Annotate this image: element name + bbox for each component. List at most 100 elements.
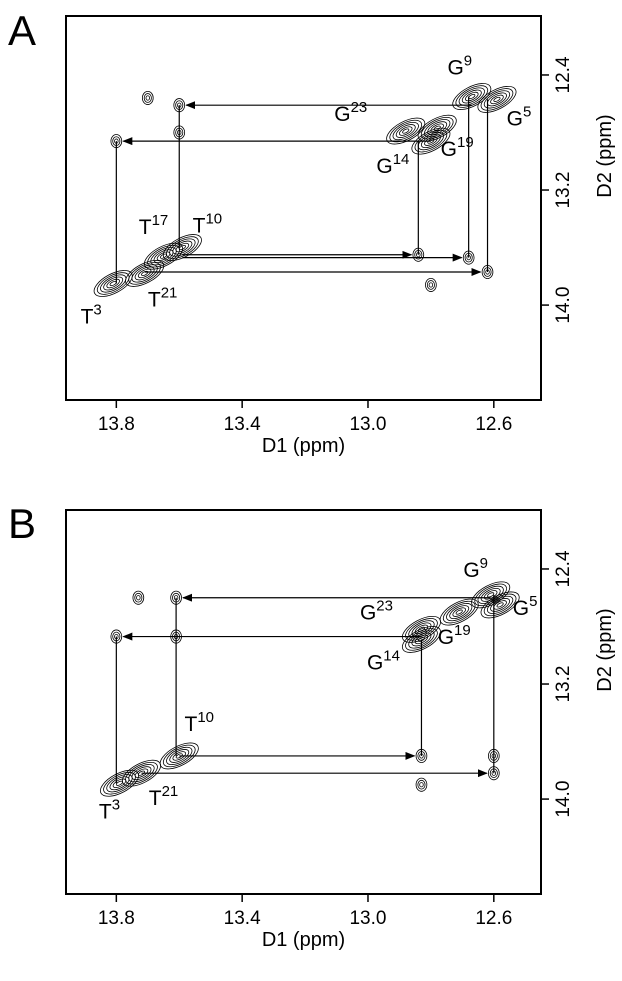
y-axis-label: D2 (ppm): [594, 114, 616, 197]
contour-line: [488, 748, 500, 763]
peak-label: G23: [334, 99, 367, 126]
peak-label-sup: 17: [152, 212, 169, 229]
peak-label: T10: [184, 709, 214, 736]
y-tick-label: 12.4: [553, 550, 574, 587]
peak-label: G5: [507, 103, 532, 130]
contour-line: [419, 753, 424, 759]
peak-label-base: T: [148, 288, 161, 311]
y-axis-label: D2 (ppm): [594, 608, 616, 691]
contour-line: [458, 87, 485, 106]
contour-line: [461, 89, 482, 104]
contour-line: [110, 629, 123, 644]
contour-line: [490, 598, 511, 612]
contour-line: [487, 592, 495, 598]
contour-line: [173, 125, 186, 140]
contour-line: [493, 96, 501, 102]
peak-label: G14: [376, 151, 409, 178]
contour-line: [106, 278, 120, 289]
peak-label: T3: [99, 796, 120, 823]
peak-label-base: G: [360, 601, 376, 624]
contour-line: [480, 591, 520, 619]
peak-label-base: G: [367, 651, 383, 674]
peak-label-sup: 10: [205, 211, 222, 228]
cross-peak: [415, 777, 428, 792]
contour-line: [162, 744, 196, 768]
contour-line: [496, 602, 504, 608]
contour-line: [402, 128, 410, 134]
contour-line: [172, 592, 181, 603]
peak-label-base: G: [463, 559, 479, 582]
x-tick-label: 13.4: [224, 908, 261, 929]
contour-line: [416, 252, 421, 258]
contour-line: [430, 123, 444, 133]
contour-line: [414, 249, 423, 260]
contour-line: [386, 117, 426, 145]
peak-label: T21: [148, 284, 178, 311]
peak-label-base: G: [447, 57, 463, 80]
cross-peak: [481, 265, 494, 279]
contour-line: [136, 595, 141, 601]
contour-line: [462, 250, 475, 265]
peak-label: G5: [513, 593, 538, 620]
contour-line: [483, 593, 517, 617]
contour-line: [172, 240, 193, 255]
contour-line: [414, 634, 429, 645]
cross-peak: [141, 90, 154, 105]
plot-frame: [65, 509, 542, 895]
peak-label: G9: [463, 555, 488, 582]
peak-label: G9: [447, 53, 472, 80]
peak-label-base: G: [376, 155, 392, 178]
contour-line: [477, 86, 517, 113]
contour-line: [145, 95, 150, 101]
y-tick-label: 12.4: [553, 56, 574, 93]
contour-line: [487, 92, 507, 107]
contour-line: [417, 114, 457, 142]
diagonal-peak: [417, 114, 457, 142]
contour-line: [491, 770, 497, 776]
peak-label: T10: [193, 211, 223, 238]
contour-line: [112, 136, 121, 146]
contour-line: [433, 125, 441, 131]
contour-line: [405, 618, 438, 641]
cross-peak: [173, 98, 186, 113]
contour-line: [112, 631, 121, 642]
contour-line: [417, 751, 426, 761]
contour-line: [134, 592, 143, 603]
contour-line: [401, 626, 441, 653]
peak-label: G14: [367, 647, 400, 674]
contour-line: [491, 753, 497, 759]
contour-line: [427, 138, 435, 144]
x-tick-label: 13.0: [349, 414, 386, 435]
x-axis-label: D1 (ppm): [262, 929, 345, 951]
peak-label-base: G: [507, 107, 523, 130]
cross-peak: [412, 247, 425, 262]
contour-line: [398, 126, 413, 136]
x-tick-label: 13.0: [349, 908, 386, 929]
contour-line: [143, 93, 152, 103]
contour-line: [114, 633, 119, 640]
contour-line: [424, 119, 451, 138]
contour-line: [114, 138, 119, 144]
panel-letter: B: [8, 500, 36, 547]
peak-label-base: T: [149, 787, 162, 810]
contour-line: [415, 748, 428, 763]
contour-line: [137, 770, 146, 776]
contour-line: [427, 121, 448, 136]
contour-line: [134, 768, 149, 778]
peak-label-sup: 5: [529, 593, 537, 610]
contour-line: [483, 90, 511, 109]
plot-frame: [65, 15, 542, 401]
y-tick-label: 13.2: [553, 172, 574, 209]
contour-line: [466, 255, 471, 261]
contour-line: [493, 600, 507, 610]
contour-line: [442, 600, 476, 624]
diagonal-peak: [93, 270, 133, 297]
y-tick-label: 13.2: [553, 666, 574, 703]
cross-peak: [170, 590, 182, 605]
peak-label: G19: [438, 622, 471, 649]
contour-line: [486, 595, 514, 614]
peak-label-base: T: [99, 800, 112, 823]
contour-line: [137, 268, 152, 279]
contour-line: [173, 98, 186, 113]
contour-line: [103, 276, 124, 291]
